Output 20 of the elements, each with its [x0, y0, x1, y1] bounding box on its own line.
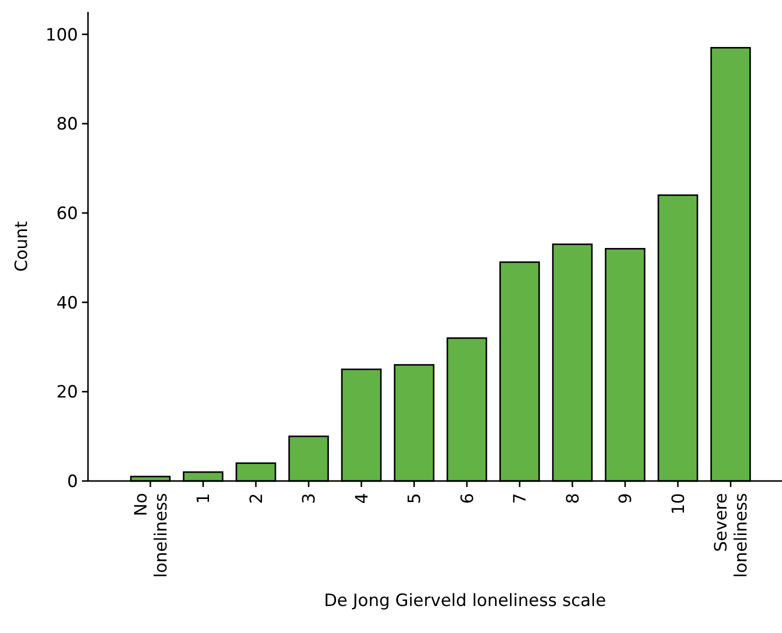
y-tick-label: 60 [56, 204, 78, 224]
x-tick-label: 2 [246, 493, 267, 504]
y-tick-label: 100 [46, 25, 78, 46]
x-tick-label: No loneliness [131, 492, 172, 578]
y-tick-label: 20 [56, 382, 78, 403]
x-tick-label: 10 [668, 493, 689, 515]
y-tick-label: 80 [56, 114, 78, 135]
x-tick-label: 1 [194, 493, 214, 504]
y-axis-title: Count [12, 220, 32, 272]
y-tick-label: 0 [67, 472, 78, 492]
x-tick-label: 3 [300, 493, 320, 504]
x-tick-label: 8 [563, 493, 584, 504]
x-tick-label: 6 [458, 493, 478, 504]
x-axis-title: De Jong Gierveld loneliness scale [324, 591, 606, 611]
x-tick-label: 9 [616, 493, 636, 504]
x-tick-label: 7 [510, 493, 531, 504]
y-tick-label: 40 [56, 293, 78, 314]
x-tick-label: Severe loneliness [712, 492, 752, 578]
x-tick-label: 5 [405, 493, 426, 504]
x-tick-label: 4 [352, 493, 372, 504]
